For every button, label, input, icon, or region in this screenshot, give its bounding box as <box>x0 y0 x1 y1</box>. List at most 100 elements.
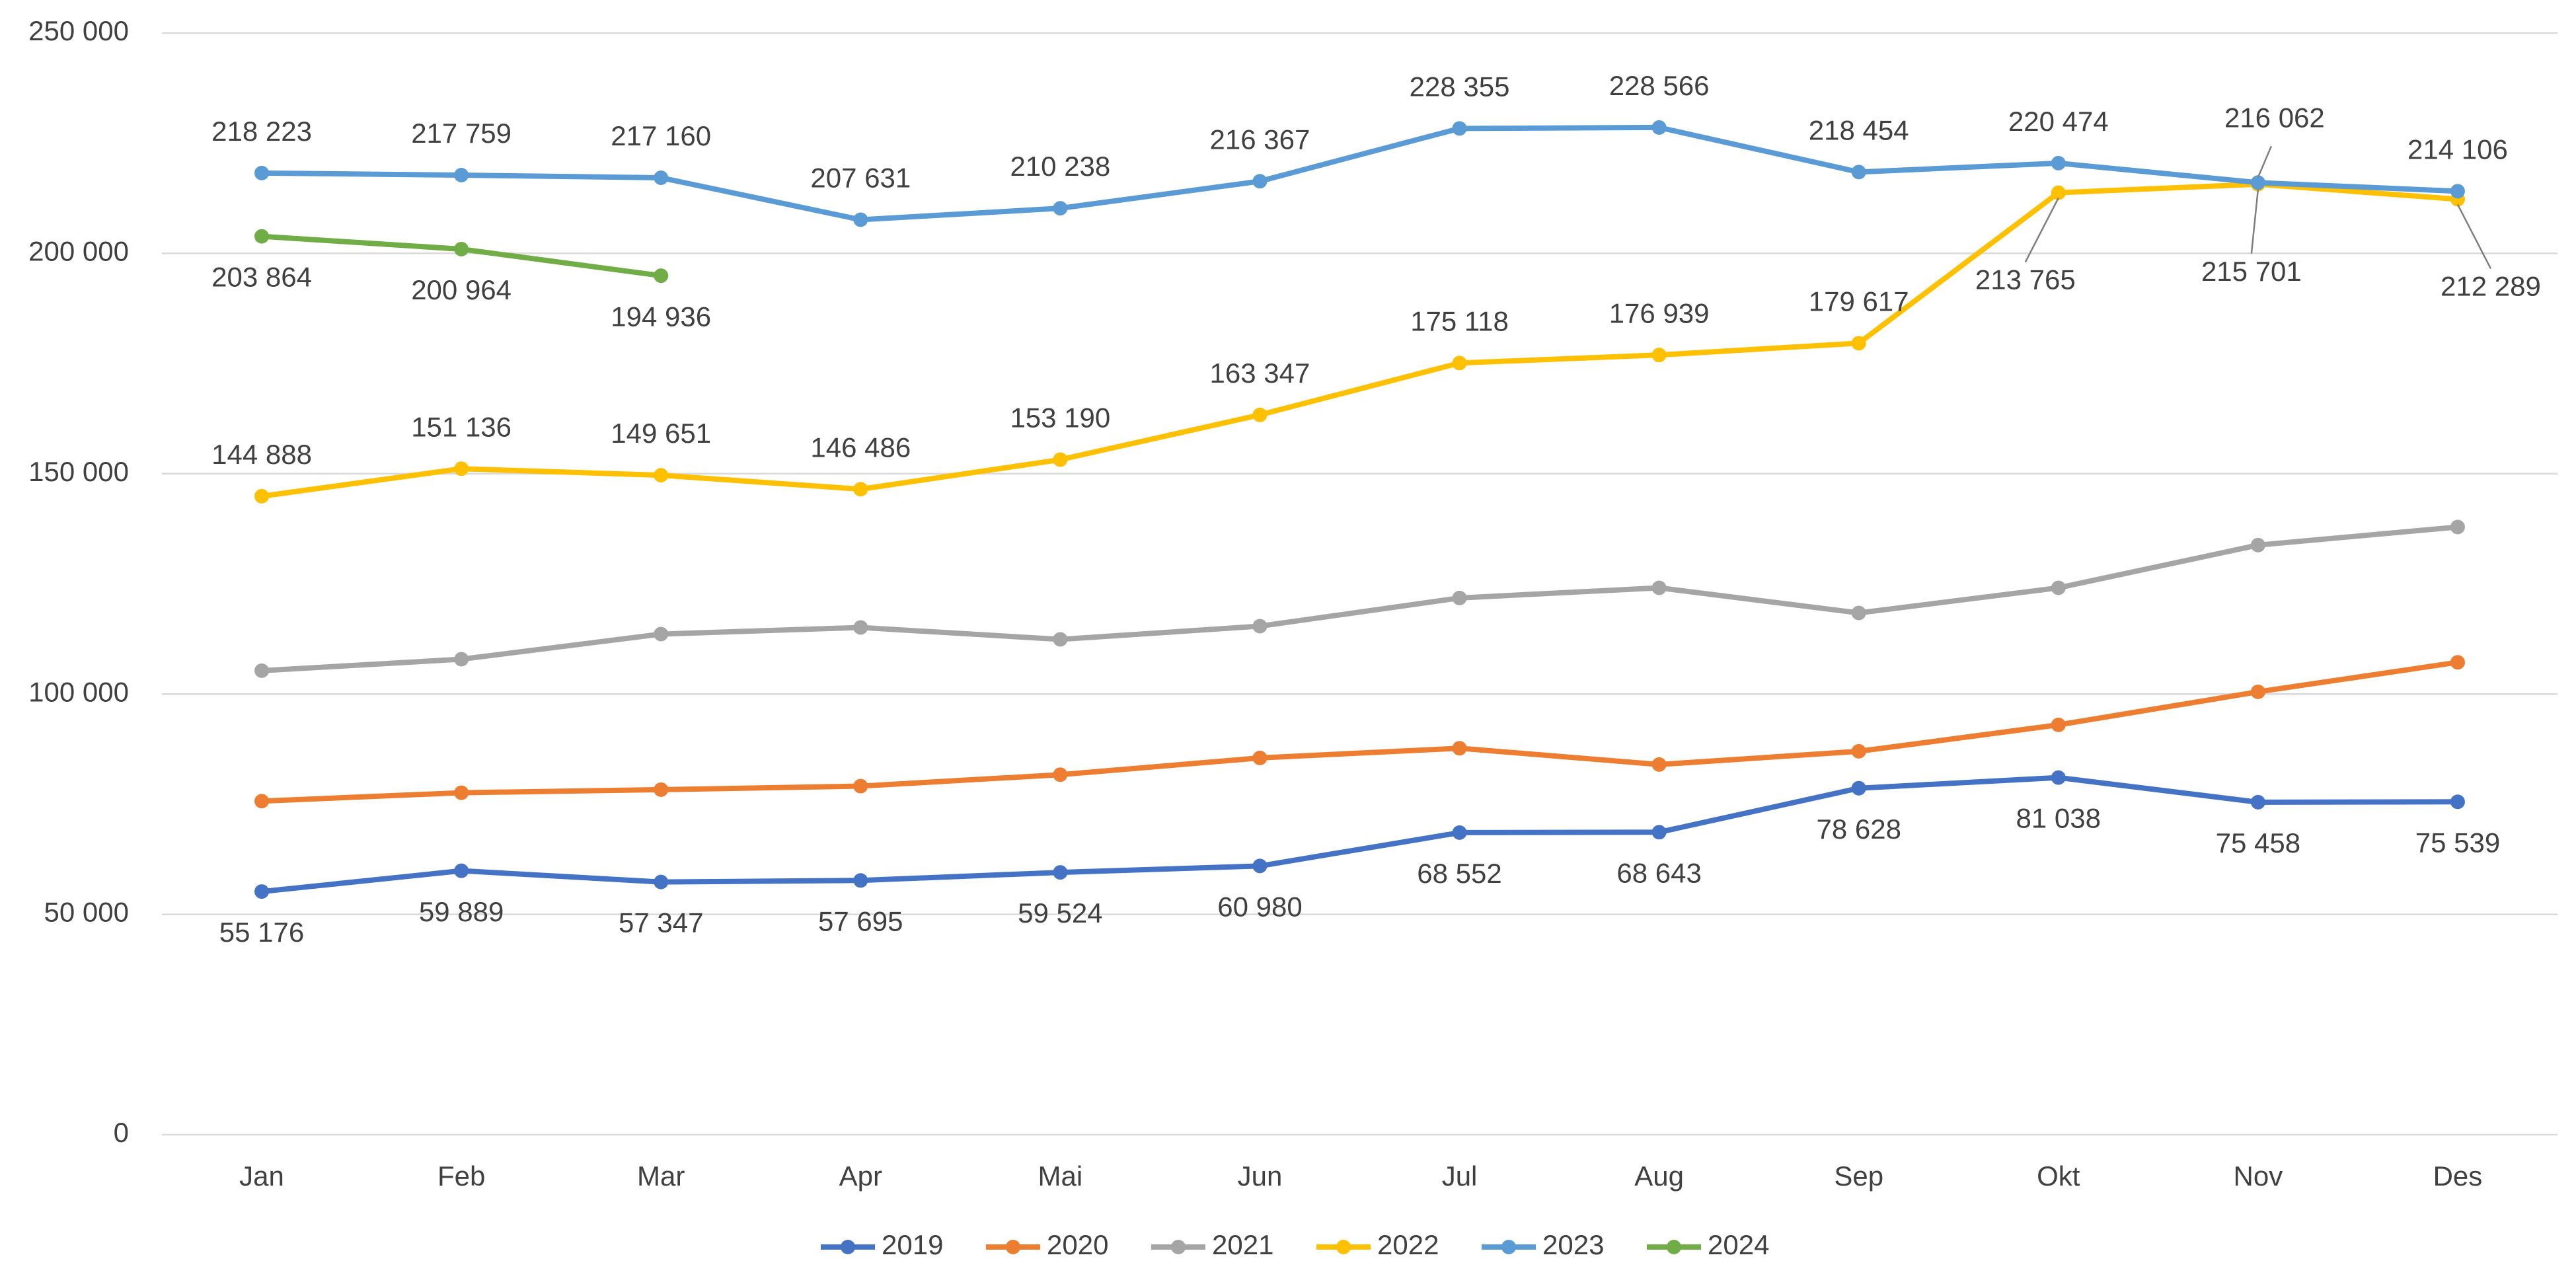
data-point <box>654 874 669 890</box>
data-point <box>254 488 270 504</box>
data-point <box>853 482 868 497</box>
data-point <box>454 241 469 256</box>
data-point <box>454 785 469 800</box>
data-point <box>2051 580 2066 595</box>
series-line <box>261 660 2458 804</box>
data-label: 60 980 <box>1217 891 1302 922</box>
data-point <box>254 165 270 180</box>
data-label: 146 486 <box>810 432 911 463</box>
data-label: 179 617 <box>1809 285 1909 317</box>
data-point <box>1452 356 1467 371</box>
data-point <box>454 652 469 667</box>
data-label: 78 628 <box>1816 814 1901 845</box>
data-point <box>2450 184 2465 199</box>
data-label: 149 651 <box>611 418 711 449</box>
data-point <box>1452 121 1467 136</box>
series-line <box>261 524 2458 673</box>
data-point <box>2250 175 2265 190</box>
x-tick-label: Apr <box>839 1160 882 1192</box>
x-tick-label: Mar <box>637 1160 685 1192</box>
data-label: 68 643 <box>1616 857 1701 888</box>
data-label: 153 190 <box>1010 402 1110 434</box>
legend-marker <box>1171 1240 1186 1254</box>
data-point <box>2051 185 2066 200</box>
data-label: 194 936 <box>611 301 711 332</box>
legend-label: 2021 <box>1212 1229 1273 1260</box>
legend-label: 2024 <box>1708 1229 1769 1260</box>
data-point <box>853 620 868 635</box>
legend-label: 2022 <box>1377 1229 1439 1260</box>
data-label: 200 964 <box>411 274 511 305</box>
data-point <box>1851 780 1866 796</box>
leader-line <box>2024 198 2059 263</box>
data-point <box>1851 336 1866 351</box>
data-point <box>1252 619 1268 634</box>
data-label: 213 765 <box>1975 264 2076 295</box>
data-point <box>2450 655 2465 670</box>
legend-label: 2020 <box>1047 1229 1108 1260</box>
data-point <box>1452 590 1467 605</box>
data-point <box>1053 767 1068 782</box>
data-point <box>1053 632 1068 647</box>
data-label: 228 566 <box>1609 70 1710 101</box>
leader-line <box>2250 189 2259 254</box>
x-tick-label: Nov <box>2234 1160 2283 1192</box>
data-point <box>1851 743 1866 759</box>
data-point <box>1452 825 1467 840</box>
data-point <box>254 229 270 244</box>
data-label: 218 454 <box>1809 114 1909 145</box>
data-point <box>254 794 270 809</box>
data-label: 218 223 <box>211 116 312 147</box>
data-point <box>2051 155 2066 170</box>
data-point <box>2051 717 2066 732</box>
y-tick-label: 50 000 <box>44 897 129 928</box>
data-point <box>654 468 669 483</box>
data-label: 75 458 <box>2216 827 2300 858</box>
data-label: 217 759 <box>411 118 511 149</box>
x-tick-label: Aug <box>1634 1160 1684 1192</box>
data-point <box>2051 770 2066 785</box>
data-label: 163 347 <box>1210 358 1310 389</box>
data-point <box>454 461 469 476</box>
series-line <box>261 775 2458 895</box>
y-tick-label: 200 000 <box>28 235 129 266</box>
data-point <box>454 863 469 878</box>
data-point <box>2450 519 2465 535</box>
data-label: 175 118 <box>1410 305 1509 336</box>
x-tick-label: Okt <box>2037 1160 2080 1192</box>
leader-line <box>2257 145 2273 178</box>
data-label: 59 889 <box>419 896 504 927</box>
x-tick-label: Jul <box>1442 1160 1478 1192</box>
legend-marker <box>841 1240 855 1254</box>
data-label: 207 631 <box>810 163 911 194</box>
data-point <box>2250 684 2265 699</box>
x-tick-label: Mai <box>1038 1160 1083 1192</box>
data-label: 215 701 <box>2201 256 2302 287</box>
data-label: 81 038 <box>2016 803 2101 834</box>
data-label: 228 355 <box>1410 71 1510 102</box>
y-tick-label: 0 <box>114 1117 129 1148</box>
data-label: 144 888 <box>211 439 312 470</box>
data-point <box>2250 794 2265 810</box>
data-point <box>1053 201 1068 216</box>
data-point <box>1252 750 1268 765</box>
data-point <box>1651 348 1667 363</box>
legend-label: 2019 <box>882 1229 943 1260</box>
series-line <box>261 181 2458 499</box>
data-point <box>454 167 469 182</box>
x-tick-label: Feb <box>437 1160 485 1192</box>
y-tick-label: 100 000 <box>28 676 129 707</box>
data-point <box>853 778 868 794</box>
data-point <box>1452 741 1467 756</box>
data-point <box>2250 537 2265 552</box>
y-tick-label: 250 000 <box>28 15 129 46</box>
data-point <box>1851 605 1866 621</box>
data-label: 151 136 <box>411 411 511 442</box>
data-label: 176 939 <box>1609 297 1710 328</box>
data-label: 57 347 <box>619 907 703 938</box>
data-point <box>1651 757 1667 772</box>
data-label: 214 106 <box>2407 133 2508 165</box>
data-label: 68 552 <box>1417 858 1501 889</box>
y-tick-label: 150 000 <box>28 456 129 487</box>
